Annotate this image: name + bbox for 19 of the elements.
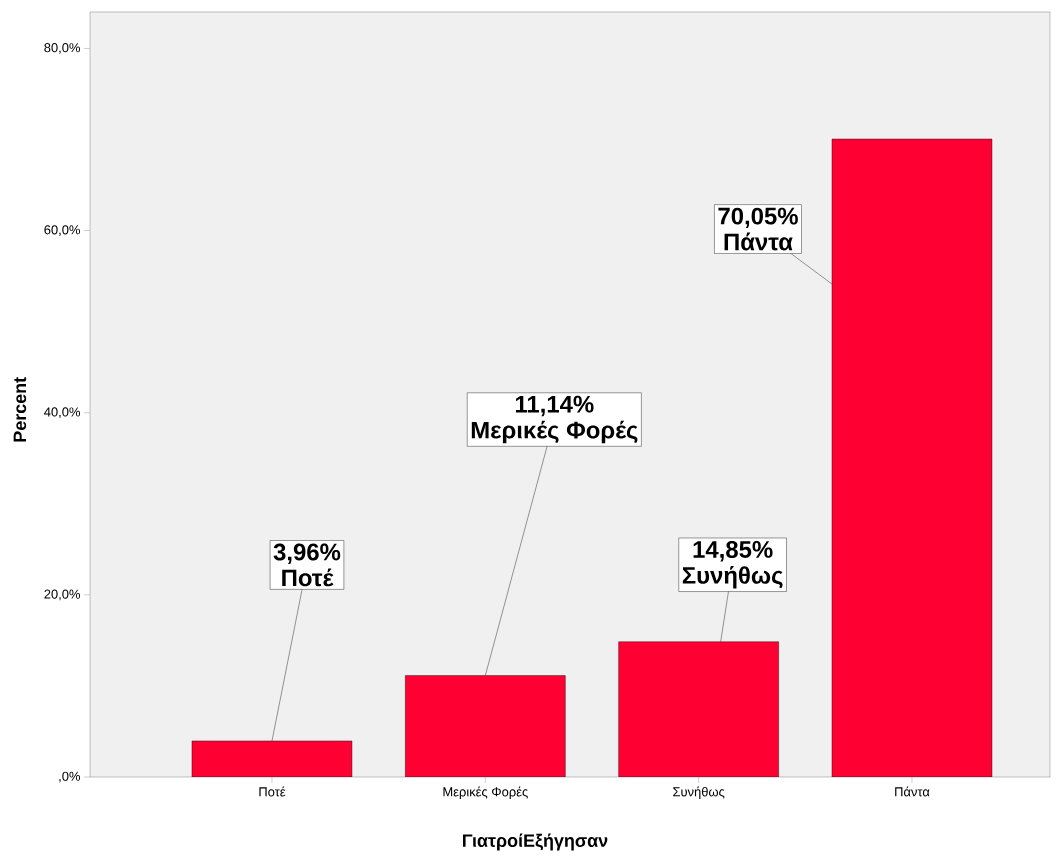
x-tick-label: Ποτέ [259,786,286,797]
data-label: 11,14% [515,395,594,417]
y-tick-label: 20,0% [44,589,81,601]
category-label: Μερικές Φορές [471,420,638,444]
x-tick-label: Πάντα [895,786,930,797]
category-label: Ποτέ [282,568,334,587]
y-tick-label: 60,0% [44,225,81,236]
y-tick-label: 80,0% [44,43,81,54]
x-tick-label: Μερικές Φορές [443,786,528,799]
data-label: 70,05% [718,207,798,229]
x-tick-label: Συνήθως [673,786,725,799]
y-axis-title: Percent [13,377,27,442]
data-label: 3,96% [273,543,341,564]
category-label: Συνήθως [682,565,783,589]
category-label: Πάντα [724,232,793,251]
x-axis-title: ΓιατροίΕξήγησαν [463,833,608,851]
data-label: 14,85% [693,540,773,562]
y-tick-label: ,0% [59,771,81,783]
y-tick-label: 40,0% [44,407,81,419]
